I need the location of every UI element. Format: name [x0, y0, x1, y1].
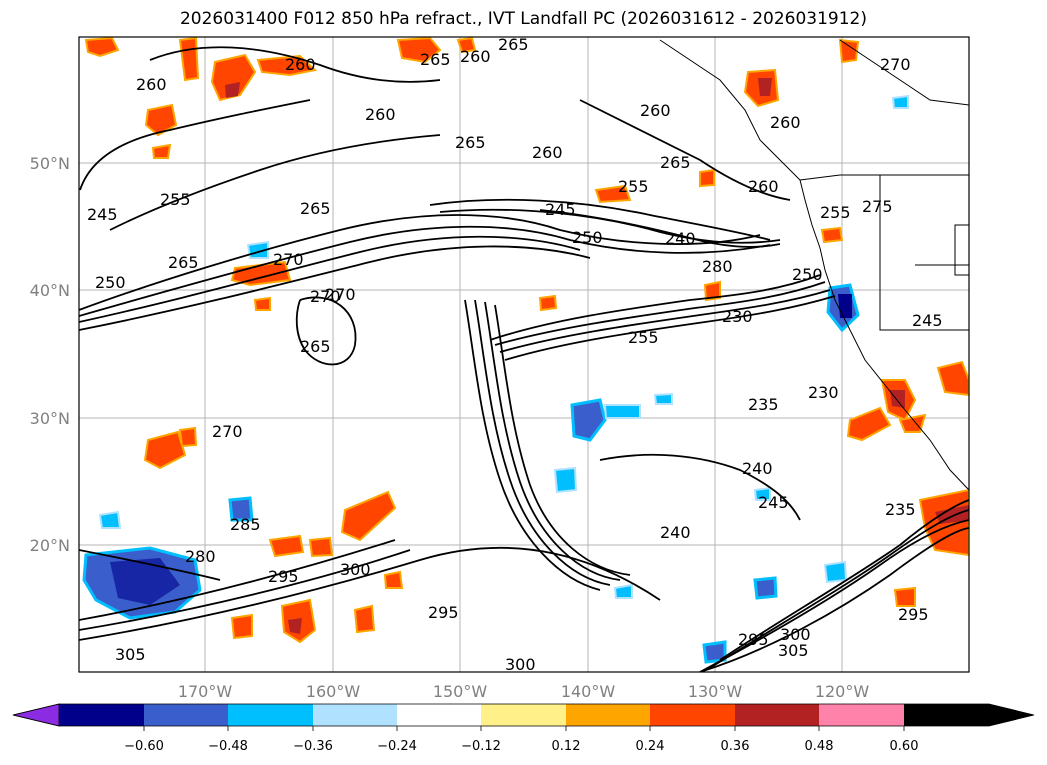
colorbar-segment	[566, 704, 650, 726]
contour-label: 305	[778, 641, 809, 660]
lon-tick-label: 130°W	[688, 682, 743, 701]
contour-label: 230	[808, 383, 839, 402]
contour-label: 250	[95, 273, 126, 292]
contour-label: 270	[273, 250, 304, 269]
colorbar: −0.60 −0.48 −0.36 −0.24 −0.12 0.12 0.24 …	[12, 703, 1035, 754]
gridlines	[79, 37, 969, 672]
contour-label: 230	[722, 307, 753, 326]
lat-tick-label: 50°N	[30, 154, 70, 173]
contour-label: 265	[455, 133, 486, 152]
colorbar-label: 0.12	[552, 739, 581, 754]
contour-label: 255	[820, 203, 851, 222]
colorbar-label: 0.36	[721, 739, 750, 754]
contour-label: 295	[428, 603, 459, 622]
contour-label: 270	[880, 55, 911, 74]
contour-label: 265	[168, 253, 199, 272]
colorbar-label: −0.24	[377, 739, 417, 754]
contour-label: 300	[780, 625, 811, 644]
contour-label: 265	[300, 199, 331, 218]
contour-label: 295	[268, 567, 299, 586]
contour-label: 240	[660, 523, 691, 542]
colorbar-segment	[819, 704, 904, 726]
contour-lines	[79, 46, 969, 672]
colorbar-extend-low	[12, 703, 60, 727]
contour-label: 270	[310, 287, 341, 306]
contour-labels: 265 260 260 265 260 270 260 265 260 260 …	[87, 35, 943, 674]
lon-tick-label: 160°W	[306, 682, 361, 701]
colorbar-label: −0.48	[208, 739, 248, 754]
contour-label: 280	[702, 257, 733, 276]
contour-label: 265	[498, 35, 529, 54]
contour-label: 245	[912, 311, 943, 330]
colorbar-label: −0.60	[124, 739, 164, 754]
lat-tick-label: 40°N	[30, 281, 70, 300]
colorbar-label: 0.60	[890, 739, 919, 754]
page-title: 2026031400 F012 850 hPa refract., IVT La…	[179, 9, 867, 29]
colorbar-segment	[481, 704, 566, 726]
contour-label: 260	[770, 113, 801, 132]
latitude-labels: 50°N 40°N 30°N 20°N	[30, 154, 70, 555]
lon-tick-label: 140°W	[561, 682, 616, 701]
longitude-labels: 170°W 160°W 150°W 140°W 130°W 120°W	[178, 682, 870, 701]
contour-label: 260	[136, 75, 167, 94]
contour-label: 285	[230, 515, 261, 534]
contour-label: 270	[325, 285, 356, 304]
contour-label: 240	[742, 459, 773, 478]
contour-label: 305	[115, 645, 146, 664]
colorbar-segment	[650, 704, 735, 726]
contour-label: 260	[365, 105, 396, 124]
contour-label: 235	[885, 500, 916, 519]
colorbar-label: 0.24	[636, 739, 665, 754]
contour-label: 265	[420, 50, 451, 69]
contour-label: 250	[792, 265, 823, 284]
contour-label: 255	[160, 190, 191, 209]
lon-tick-label: 170°W	[178, 682, 233, 701]
contour-label: 280	[185, 547, 216, 566]
colorbar-segment	[313, 704, 397, 726]
contour-label: 255	[618, 177, 649, 196]
colorbar-segment	[144, 704, 228, 726]
map-frame	[78, 36, 970, 673]
contour-label: 260	[460, 47, 491, 66]
contour-label: 300	[340, 560, 371, 579]
lon-tick-label: 150°W	[433, 682, 488, 701]
contour-label: 260	[640, 101, 671, 120]
lon-tick-label: 120°W	[815, 682, 870, 701]
contour-label: 265	[300, 337, 331, 356]
colorbar-segment	[59, 704, 144, 726]
contour-label: 250	[572, 228, 603, 247]
colorbar-segment	[228, 704, 313, 726]
colorbar-segment	[397, 704, 481, 726]
lat-tick-label: 20°N	[30, 536, 70, 555]
coastlines	[659, 39, 969, 491]
contour-label: 270	[212, 422, 243, 441]
contour-label: 295	[898, 605, 929, 624]
contour-label: 240	[665, 229, 696, 248]
contour-label: 300	[505, 655, 536, 674]
contour-label: 245	[87, 205, 118, 224]
contour-label: 275	[862, 197, 893, 216]
contour-label: 255	[628, 328, 659, 347]
colorbar-segment	[735, 704, 819, 726]
colorbar-extend-high	[904, 704, 1034, 726]
contour-label: 260	[532, 143, 563, 162]
contour-label: 260	[285, 55, 316, 74]
colorbar-label: −0.36	[293, 739, 333, 754]
contour-label: 260	[748, 177, 779, 196]
colorbar-label: −0.12	[461, 739, 501, 754]
colorbar-label: 0.48	[805, 739, 834, 754]
contour-label: 245	[758, 493, 789, 512]
contour-label: 295	[738, 630, 769, 649]
contour-label: 235	[748, 395, 779, 414]
contour-label: 245	[545, 200, 576, 219]
contour-label: 265	[660, 153, 691, 172]
lat-tick-label: 30°N	[30, 409, 70, 428]
